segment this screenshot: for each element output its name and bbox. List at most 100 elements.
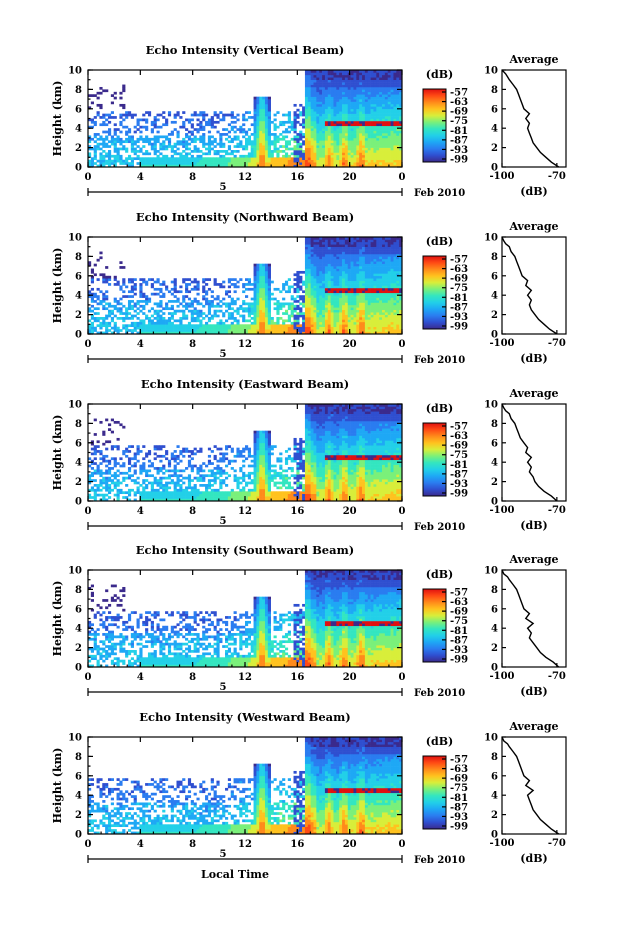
panel-1: Echo Intensity (Vertical Beam)0246810Hei… xyxy=(51,43,567,199)
heatmap-cell xyxy=(384,162,389,165)
heatmap-cell xyxy=(330,152,334,156)
heatmap-cell xyxy=(290,295,294,298)
heatmap-cell xyxy=(356,77,360,80)
heatmap-cell xyxy=(96,147,100,151)
heatmap-cell xyxy=(396,309,400,313)
heatmap-cell xyxy=(202,312,206,315)
heatmap-cell xyxy=(327,152,331,156)
heatmap-cell xyxy=(342,164,346,168)
heatmap-cell xyxy=(167,300,172,303)
heatmap-cell xyxy=(190,304,194,308)
heatmap-cell xyxy=(333,145,337,148)
heatmap-cell xyxy=(313,270,317,274)
heatmap-cell xyxy=(359,329,363,332)
heatmap-cell xyxy=(299,152,303,156)
heatmap-cell xyxy=(379,84,383,88)
heatmap-cell xyxy=(319,292,323,296)
heatmap-cell xyxy=(110,162,114,165)
heatmap-cell xyxy=(367,307,371,311)
heatmap-cell xyxy=(353,268,357,272)
heatmap-cell xyxy=(353,304,357,308)
heatmap-cell xyxy=(273,133,277,136)
heatmap-cell xyxy=(330,304,334,308)
heatmap-cell xyxy=(316,292,320,296)
heatmap-cell xyxy=(319,106,323,110)
heatmap-cell xyxy=(236,159,240,163)
heatmap-cell xyxy=(256,120,260,124)
heatmap-cell xyxy=(316,253,320,257)
heatmap-cell xyxy=(245,157,249,161)
heatmap-cell xyxy=(382,314,386,318)
heatmap-cell xyxy=(384,86,389,90)
heatmap-cell xyxy=(267,113,271,117)
heatmap-cell xyxy=(350,106,354,110)
heatmap-cell xyxy=(347,96,351,100)
heatmap-cell xyxy=(290,152,294,156)
heatmap-cell xyxy=(202,162,206,165)
heatmap-cell xyxy=(165,135,169,139)
heatmap-cell xyxy=(370,249,374,252)
heatmap-cell xyxy=(362,142,366,146)
heatmap-cell xyxy=(387,103,391,107)
heatmap-cell xyxy=(102,89,106,93)
heatmap-cell xyxy=(304,113,309,117)
heatmap-cell xyxy=(342,300,346,303)
heatmap-cell xyxy=(162,154,166,158)
heatmap-cell xyxy=(276,111,280,114)
heatmap-cell xyxy=(319,79,323,83)
heatmap-cell xyxy=(322,290,326,294)
heatmap-cell xyxy=(304,251,309,255)
heatmap-cell xyxy=(96,278,100,281)
heatmap-cell xyxy=(319,145,323,148)
heatmap-cell xyxy=(347,74,351,78)
heatmap-cell xyxy=(264,145,269,148)
heatmap-cell xyxy=(256,300,260,303)
heatmap-cell xyxy=(96,142,100,146)
heatmap-cell xyxy=(359,82,363,85)
heatmap-cell xyxy=(347,319,351,323)
heatmap-cell xyxy=(313,244,317,247)
heatmap-cell xyxy=(347,280,351,284)
heatmap-cell xyxy=(373,123,377,127)
heatmap-cell xyxy=(170,133,174,136)
heatmap-cell xyxy=(327,128,331,131)
heatmap-cell xyxy=(304,125,309,129)
heatmap-cell xyxy=(384,111,389,114)
x-tick-label: 4 xyxy=(137,172,144,183)
heatmap-cell xyxy=(370,317,374,320)
heatmap-cell xyxy=(319,241,323,245)
heatmap-cell xyxy=(107,116,112,119)
heatmap-cell xyxy=(396,108,400,112)
heatmap-cell xyxy=(165,123,169,127)
heatmap-cell xyxy=(167,321,172,325)
heatmap-cell xyxy=(333,142,337,146)
heatmap-cell xyxy=(205,283,209,286)
heatmap-cell xyxy=(110,326,114,330)
heatmap-cell xyxy=(162,116,166,119)
heatmap-cell xyxy=(336,96,340,100)
heatmap-cell xyxy=(130,307,134,311)
heatmap-cell xyxy=(273,128,277,131)
heatmap-cell xyxy=(253,314,257,318)
heatmap-cell xyxy=(230,140,234,144)
heatmap-cell xyxy=(356,128,360,131)
heatmap-cell xyxy=(187,118,192,122)
heatmap-cell xyxy=(262,150,266,153)
heatmap-cell xyxy=(384,120,389,124)
heatmap-cell xyxy=(239,307,243,311)
heatmap-cell xyxy=(304,331,309,335)
heatmap-cell xyxy=(319,246,323,250)
heatmap-cell xyxy=(353,130,357,134)
heatmap-cell xyxy=(384,270,389,274)
heatmap-cell xyxy=(179,321,183,325)
heatmap-cell xyxy=(90,101,94,105)
heatmap-cell xyxy=(327,96,331,100)
heatmap-cell xyxy=(370,89,374,93)
heatmap-cell xyxy=(364,287,369,291)
heatmap-cell xyxy=(330,314,334,318)
heatmap-cell xyxy=(256,157,260,161)
heatmap-cell xyxy=(393,237,397,240)
heatmap-cell xyxy=(336,263,340,267)
heatmap-cell xyxy=(379,270,383,274)
heatmap-cell xyxy=(324,258,329,262)
